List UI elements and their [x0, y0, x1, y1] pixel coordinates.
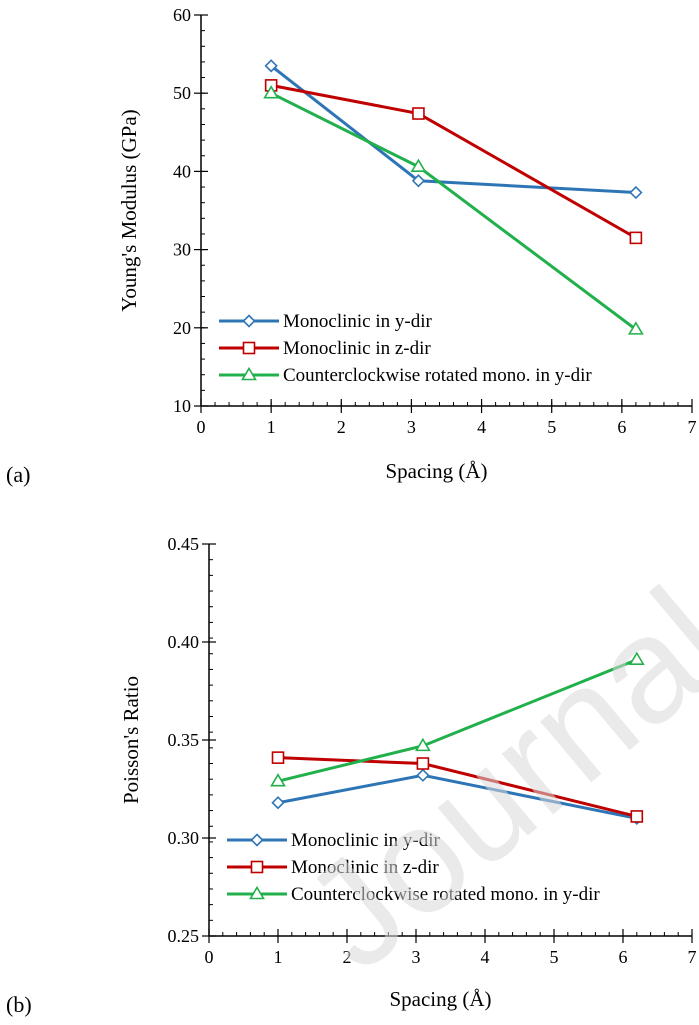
data-point: [414, 737, 431, 752]
series-line: [270, 64, 636, 195]
data-point: [410, 158, 427, 173]
data-point: [629, 185, 643, 200]
data-point: [627, 321, 644, 335]
data-point: [271, 796, 285, 810]
series-3: Counterclockwise rotated mono. in y-dir: [219, 85, 644, 386]
y-axis-title: Poisson's Ratio: [119, 676, 143, 804]
y-tick-label: 0.45: [168, 534, 200, 554]
watermark-text: Journal Pre-: [272, 347, 699, 1001]
series-1: Monoclinic in y-dir: [219, 59, 643, 332]
y-tick-label: 10: [173, 396, 191, 416]
series-2: Monoclinic in z-dir: [227, 751, 644, 878]
data-point: [416, 768, 430, 782]
x-tick-label: 1: [274, 947, 283, 967]
y-tick-label: 60: [173, 5, 191, 25]
x-tick-label: 3: [407, 417, 416, 437]
x-tick-label: 4: [481, 947, 490, 967]
series-3: Counterclockwise rotated mono. in y-dir: [227, 651, 645, 905]
panel-label: (b): [6, 992, 32, 1017]
data-point: [411, 174, 426, 188]
chart-panel-b: 0 1 2 3 4 5 6 7 0.25 0.30 0.35 0.40 0.45 Spacing (Å) P…: [6, 534, 697, 1017]
x-tick-label: 7: [688, 417, 697, 437]
legend-swatch-marker: [249, 885, 265, 900]
data-point: [263, 85, 280, 99]
x-axis-title: Spacing (Å): [385, 459, 487, 483]
y-axis-title: Young's Modulus (GPa): [117, 109, 141, 311]
legend-label: Monoclinic in y-dir: [291, 830, 440, 851]
x-tick-label: 6: [619, 947, 628, 967]
y-tick-label: 50: [173, 83, 191, 103]
legend-swatch-marker: [241, 366, 257, 381]
x-tick-label: 0: [197, 417, 206, 437]
legend-label: Counterclockwise rotated mono. in y-dir: [283, 365, 592, 386]
data-point: [628, 651, 645, 665]
y-tick-label: 0.25: [168, 926, 200, 946]
legend-swatch-marker: [242, 314, 256, 328]
series-line: [270, 91, 637, 331]
data-point: [630, 810, 644, 823]
x-tick-label: 7: [688, 947, 697, 967]
x-tick-label: 2: [343, 947, 352, 967]
data-point: [264, 59, 278, 73]
x-tick-label: 5: [547, 417, 556, 437]
x-axis-title: Spacing (Å): [389, 987, 491, 1011]
legend-label: Monoclinic in z-dir: [291, 857, 439, 878]
series-2: Monoclinic in z-dir: [219, 79, 643, 359]
data-point: [271, 751, 285, 764]
data-point: [416, 757, 430, 770]
data-point: [270, 773, 286, 787]
x-tick-label: 3: [412, 947, 421, 967]
x-tick-label: 0: [205, 947, 214, 967]
legend-swatch-marker: [250, 833, 264, 847]
legend-label: Monoclinic in z-dir: [283, 338, 431, 359]
series-1: Monoclinic in y-dir: [227, 768, 644, 851]
legend-swatch-marker: [250, 860, 264, 874]
legend-swatch-marker: [242, 341, 256, 355]
x-tick-label: 1: [267, 417, 276, 437]
x-tick-label: 2: [337, 417, 346, 437]
legend-label: Monoclinic in y-dir: [283, 311, 432, 332]
panel-label: (a): [6, 462, 30, 487]
chart-panel-a: 0 1 2 3 4 5 6 7 10 20 30 40 50 60 Spacing (Å) Young's M…: [6, 5, 697, 487]
legend-label: Counterclockwise rotated mono. in y-dir: [291, 884, 600, 905]
data-point: [629, 231, 643, 245]
y-tick-label: 0.30: [168, 828, 200, 848]
x-tick-label: 6: [617, 417, 626, 437]
y-tick-label: 20: [173, 318, 191, 338]
x-tick-label: 5: [550, 947, 559, 967]
x-tick-label: 4: [477, 417, 486, 437]
y-tick-label: 30: [173, 240, 191, 260]
y-tick-label: 0.35: [168, 730, 200, 750]
y-tick-label: 40: [173, 161, 191, 181]
data-point: [412, 107, 425, 120]
y-tick-label: 0.40: [168, 632, 200, 652]
